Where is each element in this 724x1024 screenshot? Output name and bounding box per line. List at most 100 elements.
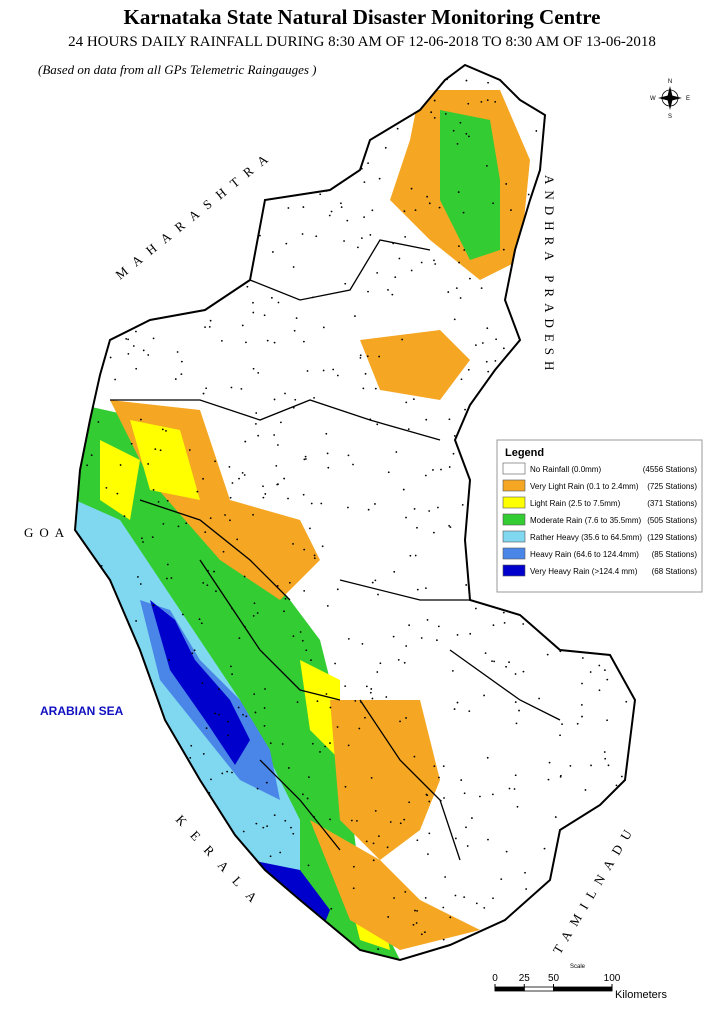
station-dot bbox=[321, 545, 324, 548]
station-dot bbox=[75, 449, 76, 452]
station-dot bbox=[79, 858, 82, 861]
note: (Based on data from all GPs Telemetric R… bbox=[38, 62, 317, 77]
station-dot bbox=[448, 524, 451, 527]
station-dot bbox=[387, 916, 390, 918]
station-dot bbox=[108, 101, 111, 103]
station-dot bbox=[139, 418, 142, 421]
station-dot bbox=[425, 793, 428, 796]
station-dot bbox=[159, 449, 162, 452]
station-dot bbox=[527, 193, 530, 196]
station-dot bbox=[162, 522, 165, 525]
station-dot bbox=[402, 488, 405, 491]
station-dot bbox=[319, 193, 322, 196]
station-dot bbox=[396, 127, 399, 130]
station-dot bbox=[581, 715, 583, 718]
station-dot bbox=[78, 405, 81, 407]
station-dot bbox=[474, 344, 477, 347]
station-dot bbox=[576, 722, 579, 725]
station-dot bbox=[101, 125, 104, 128]
station-dot bbox=[615, 812, 617, 815]
station-dot bbox=[243, 575, 246, 578]
station-dot bbox=[437, 625, 440, 628]
station-dot bbox=[230, 665, 232, 668]
station-dot bbox=[593, 284, 595, 287]
station-dot bbox=[465, 826, 467, 829]
station-dot bbox=[262, 496, 265, 499]
station-dot bbox=[256, 787, 259, 790]
station-dot bbox=[364, 372, 367, 375]
station-dot bbox=[604, 669, 606, 672]
station-dot bbox=[101, 806, 104, 808]
station-dot bbox=[177, 874, 179, 876]
station-dot bbox=[593, 228, 596, 231]
station-dot bbox=[292, 266, 295, 268]
station-dot bbox=[518, 69, 521, 72]
station-dot bbox=[416, 909, 419, 912]
station-dot bbox=[460, 779, 463, 781]
legend-swatch bbox=[502, 513, 526, 526]
station-dot bbox=[492, 469, 495, 472]
station-dot bbox=[469, 277, 471, 280]
station-dot bbox=[403, 661, 406, 664]
station-dot bbox=[486, 99, 489, 102]
station-dot bbox=[261, 197, 264, 200]
station-dot bbox=[618, 362, 621, 365]
station-dot bbox=[414, 909, 416, 912]
station-dot bbox=[456, 633, 459, 636]
station-dot bbox=[142, 688, 145, 691]
station-dot bbox=[188, 449, 191, 451]
station-dot bbox=[383, 75, 386, 78]
station-dot bbox=[405, 717, 407, 719]
station-dot bbox=[330, 907, 333, 910]
station-dot bbox=[382, 98, 385, 101]
station-dot bbox=[202, 392, 205, 395]
legend-label: Very Light Rain (0.1 to 2.4mm) bbox=[530, 482, 639, 491]
station-dot bbox=[477, 404, 480, 407]
station-dot bbox=[352, 463, 354, 466]
station-dot bbox=[116, 171, 119, 174]
station-dot bbox=[322, 326, 325, 329]
station-dot bbox=[344, 282, 347, 285]
station-dot bbox=[598, 689, 601, 692]
station-dot bbox=[215, 944, 218, 947]
station-dot bbox=[189, 757, 192, 759]
station-dot bbox=[169, 189, 171, 192]
station-dot bbox=[303, 133, 305, 136]
station-dot bbox=[252, 367, 255, 370]
station-dot bbox=[524, 871, 526, 874]
station-dot bbox=[495, 338, 498, 341]
station-dot bbox=[354, 59, 356, 61]
station-dot bbox=[313, 554, 316, 557]
station-dot bbox=[229, 519, 231, 522]
station-dot bbox=[516, 805, 519, 808]
station-dot bbox=[255, 822, 258, 825]
station-dot bbox=[246, 285, 249, 288]
station-dot bbox=[90, 454, 93, 457]
station-dot bbox=[304, 458, 307, 460]
station-dot bbox=[391, 293, 394, 296]
station-dot bbox=[606, 678, 609, 681]
station-dot bbox=[135, 620, 137, 622]
station-dot bbox=[546, 653, 549, 656]
station-dot bbox=[108, 329, 110, 332]
station-dot bbox=[99, 931, 102, 934]
station-dot bbox=[306, 797, 309, 800]
station-dot bbox=[386, 89, 389, 91]
station-dot bbox=[437, 506, 439, 509]
station-dot bbox=[85, 657, 87, 660]
station-dot bbox=[72, 271, 74, 273]
station-dot bbox=[258, 234, 261, 237]
station-dot bbox=[205, 387, 208, 390]
station-dot bbox=[198, 618, 201, 621]
station-dot bbox=[452, 129, 455, 132]
station-dot bbox=[204, 326, 206, 329]
station-dot bbox=[212, 277, 215, 280]
station-dot bbox=[365, 104, 368, 107]
station-dot bbox=[185, 522, 188, 525]
station-dot bbox=[295, 317, 298, 320]
station-dot bbox=[585, 387, 588, 389]
station-dot bbox=[631, 635, 634, 638]
station-dot bbox=[196, 490, 199, 493]
station-dot bbox=[514, 701, 517, 703]
station-dot bbox=[237, 706, 240, 709]
